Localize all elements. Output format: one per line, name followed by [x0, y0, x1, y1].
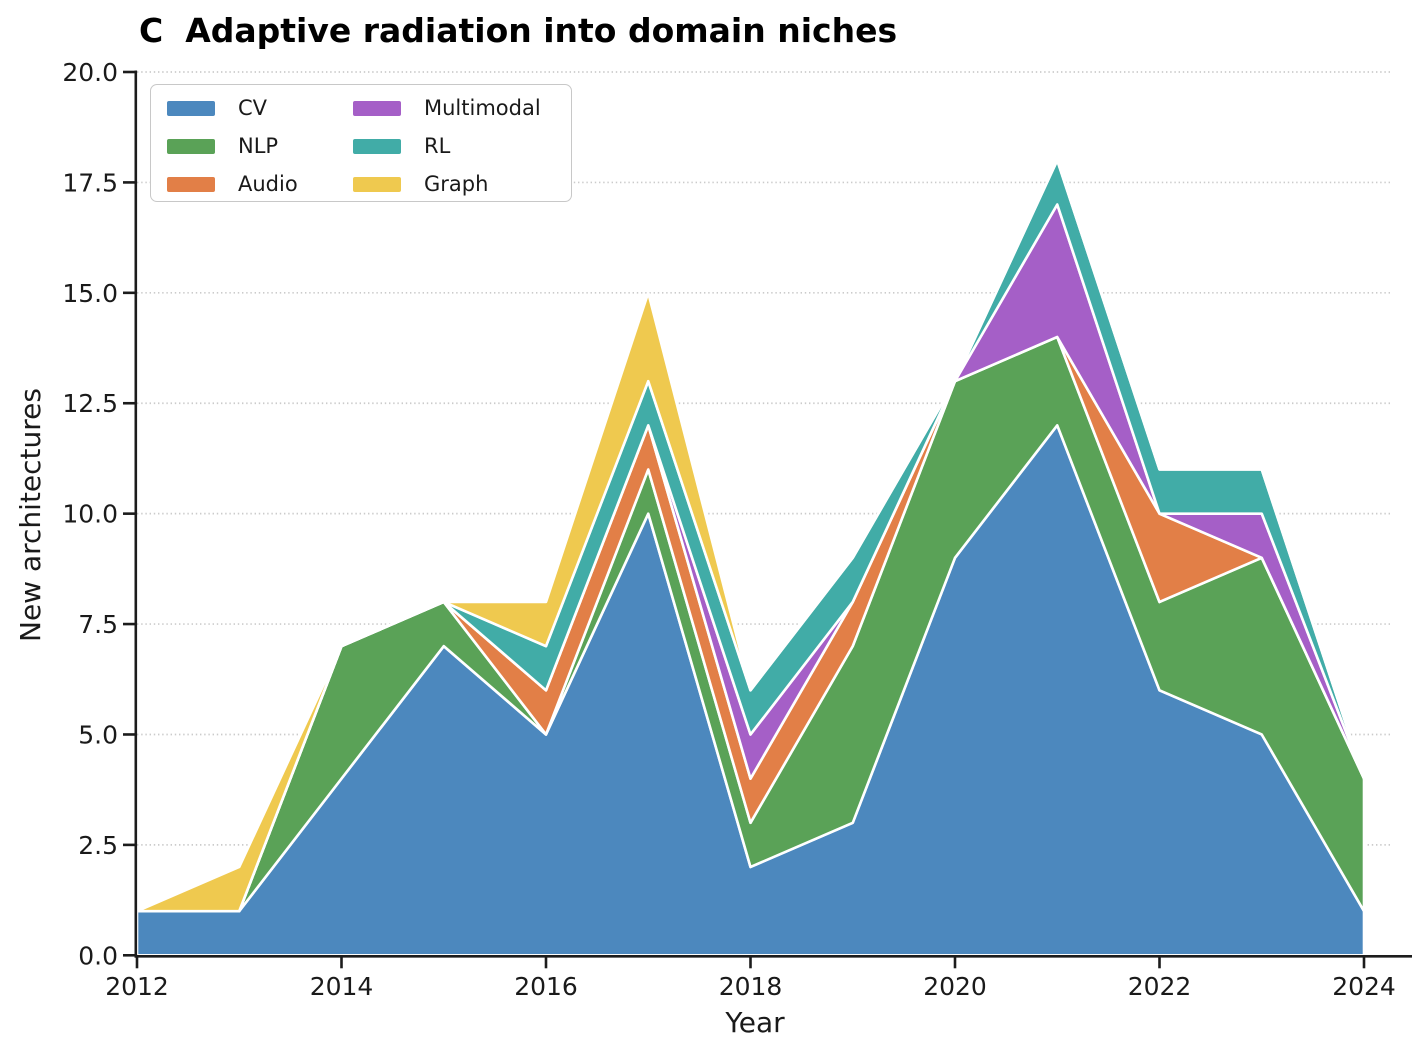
y-tick-label: 12.5	[62, 389, 118, 418]
x-tick-label: 2016	[514, 972, 578, 1001]
y-tick-label: 0.0	[78, 941, 118, 970]
y-tick-label: 7.5	[78, 610, 118, 639]
legend-item-graph: Graph	[353, 165, 571, 203]
axis-layer	[123, 70, 1412, 969]
legend-item-multimodal: Multimodal	[353, 89, 571, 127]
legend-label-graph: Graph	[424, 172, 489, 196]
y-tick-label: 5.0	[78, 720, 118, 749]
legend-item-audio: Audio	[167, 165, 353, 203]
legend-label-nlp: NLP	[238, 134, 279, 158]
legend-label-multimodal: Multimodal	[424, 96, 541, 120]
x-tick-label: 2012	[105, 972, 169, 1001]
y-tick-label: 15.0	[62, 279, 118, 308]
y-tick-label: 2.5	[78, 831, 118, 860]
legend-item-cv: CV	[167, 89, 353, 127]
legend-swatch-graph	[353, 176, 401, 192]
legend-swatch-nlp	[167, 138, 215, 154]
chart-title: Adaptive radiation into domain niches	[185, 11, 898, 50]
y-tick-label: 20.0	[62, 58, 118, 87]
panel-letter: C	[139, 11, 164, 50]
legend-swatch-multimodal	[353, 100, 401, 116]
legend-label-rl: RL	[424, 134, 451, 158]
legend-label-cv: CV	[238, 96, 268, 120]
y-axis-title: New architectures	[14, 388, 47, 642]
legend-item-rl: RL	[353, 127, 571, 165]
legend-swatch-audio	[167, 176, 215, 192]
y-tick-label: 10.0	[62, 500, 118, 529]
legend-swatch-cv	[167, 100, 215, 116]
chart-title-row: C Adaptive radiation into domain niches	[139, 10, 897, 52]
y-tick-label: 17.5	[62, 168, 118, 197]
legend-label-audio: Audio	[238, 172, 298, 196]
x-tick-label: 2020	[923, 972, 987, 1001]
x-tick-label: 2018	[719, 972, 783, 1001]
area-layer	[135, 159, 1366, 957]
x-axis-title: Year	[725, 1006, 785, 1039]
area-Graph	[135, 159, 1366, 913]
tick-label-layer: 0.0 2.5 5.0 7.5 10.0 12.5 15.0 17.5 20.0 2012 2014…	[62, 58, 1395, 1001]
legend: CV NLP Audio Multimodal RL Graph	[150, 84, 572, 202]
legend-swatch-rl	[353, 138, 401, 154]
x-tick-label: 2024	[1332, 972, 1396, 1001]
x-tick-label: 2022	[1128, 972, 1192, 1001]
x-tick-label: 2014	[310, 972, 374, 1001]
legend-item-nlp: NLP	[167, 127, 353, 165]
